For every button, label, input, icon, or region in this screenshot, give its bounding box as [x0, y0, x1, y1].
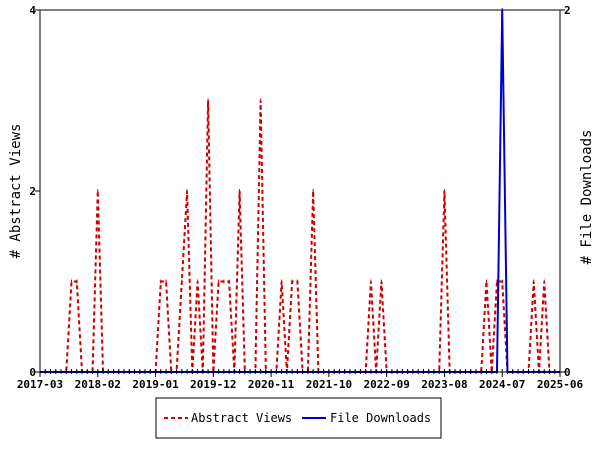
y-right-axis-title: # File Downloads	[579, 130, 595, 265]
legend-label-abstract-views: Abstract Views	[191, 411, 292, 425]
axes-layer: 2017-03 2018-02 2019-01 2019-12 2020-11 2021-…	[17, 4, 584, 391]
y-left-tick-label: 2	[29, 185, 36, 198]
y-left-tick-label: 0	[29, 366, 36, 379]
legend-box	[155, 397, 442, 439]
x-tick-label: 2019-12	[190, 378, 236, 391]
y-left-axis-title: # Abstract Views	[8, 124, 24, 259]
x-tick-label: 2025-06	[537, 378, 584, 391]
x-tick-label: 2019-01	[132, 378, 179, 391]
y-right-tick-label: 0	[564, 366, 571, 379]
x-tick-label: 2022-09	[363, 378, 409, 391]
legend: Abstract Views File Downloads	[155, 397, 442, 439]
legend-label-file-downloads: File Downloads	[330, 411, 431, 425]
y-left-tick-label: 4	[29, 4, 36, 17]
y-right-tick-label: 2	[564, 4, 571, 17]
x-tick-label: 2021-10	[306, 378, 352, 391]
x-tick-label: 2020-11	[248, 378, 295, 391]
x-tick-label: 2024-07	[479, 378, 525, 391]
x-tick-label: 2017-03	[17, 378, 63, 391]
x-tick-label: 2023-08	[421, 378, 467, 391]
x-tick-label: 2018-02	[75, 378, 121, 391]
